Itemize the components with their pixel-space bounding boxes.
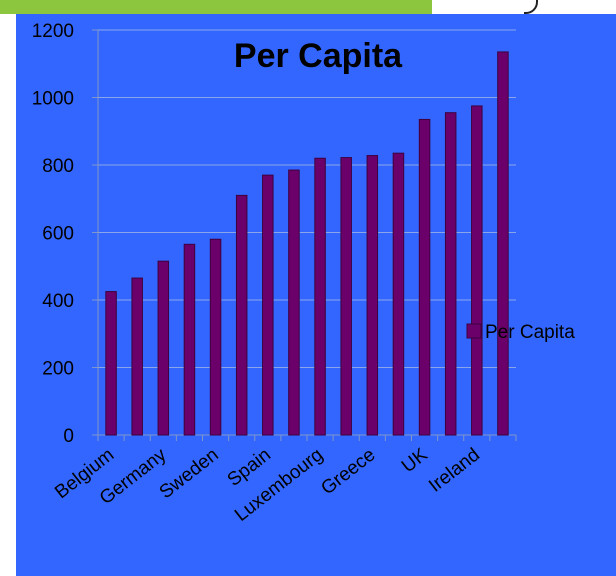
bar-unlabeled-1	[131, 277, 143, 436]
y-tick-label: 600	[42, 224, 74, 245]
bar-unlabeled-7	[288, 169, 300, 436]
top-green-band	[0, 0, 432, 14]
y-tick-label: 200	[42, 359, 74, 380]
y-tick-label: 800	[42, 156, 74, 177]
bar-ireland	[471, 105, 483, 436]
bar-belgium	[105, 291, 117, 436]
y-tick-label: 1000	[32, 89, 74, 110]
bar-spain	[262, 174, 274, 436]
x-tick-label: Ireland	[425, 444, 484, 496]
legend-swatch	[466, 323, 482, 339]
left-white-strip	[0, 14, 16, 576]
y-tick-label: 1200	[32, 21, 74, 42]
top-strip	[0, 0, 616, 14]
bar-luxembourg	[314, 157, 326, 436]
bars	[105, 51, 509, 436]
bar-unlabeled-11	[392, 152, 405, 436]
bar-unlabeled-13	[444, 112, 457, 436]
bar-unlabeled-15	[497, 51, 509, 436]
x-tick-label: Greece	[317, 444, 379, 499]
x-tick-label: Sweden	[156, 444, 223, 503]
y-tick-label: 0	[63, 426, 74, 447]
bar-unlabeled-5	[235, 194, 248, 436]
bar-unlabeled-9	[340, 157, 352, 436]
tick-labels: 020040060080010001200BelgiumGermanySwede…	[32, 21, 484, 526]
x-tick-label: UK	[398, 444, 432, 477]
legend: Per Capita	[466, 322, 575, 343]
y-tick-label: 400	[42, 291, 74, 312]
chart-title: Per Capita	[234, 37, 403, 75]
bar-uk	[418, 118, 431, 436]
legend-label: Per Capita	[485, 322, 575, 343]
bar-sweden	[209, 238, 222, 436]
bar-greece	[366, 155, 379, 436]
bar-unlabeled-3	[183, 243, 196, 436]
bar-germany	[157, 260, 170, 436]
